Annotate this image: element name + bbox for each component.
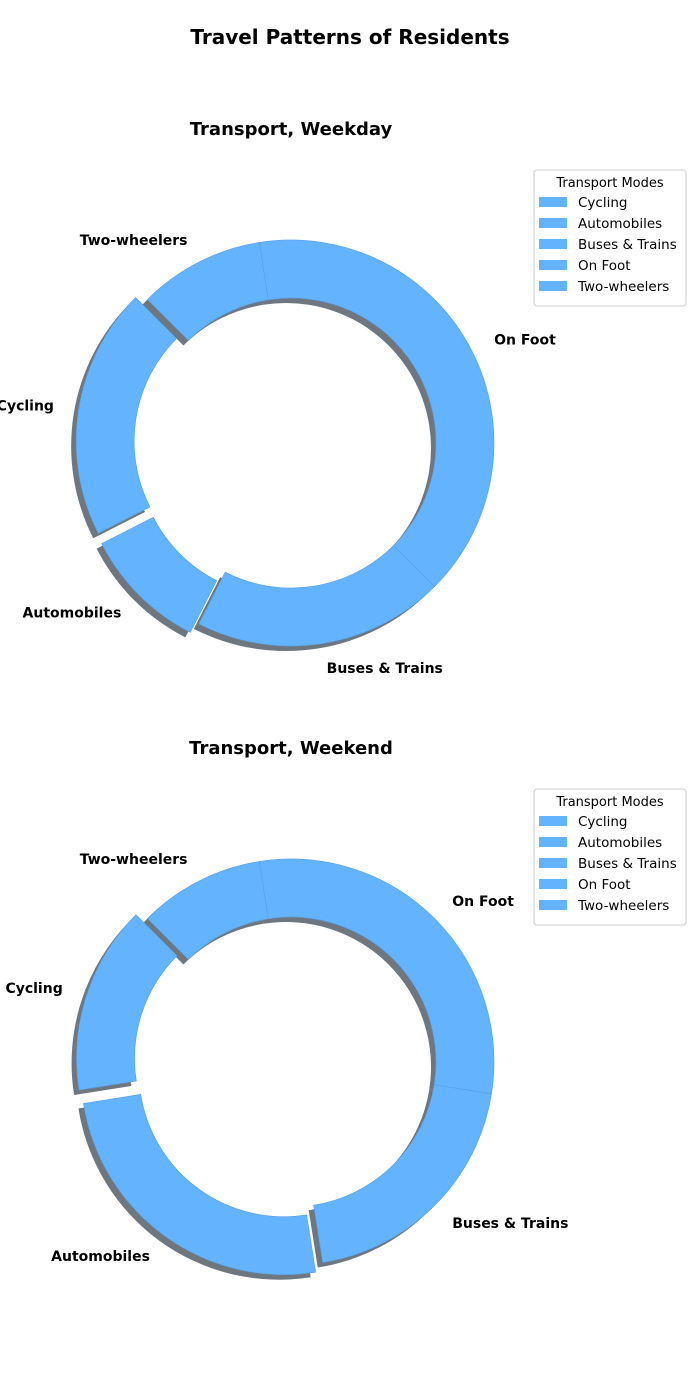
legend-swatch-automobiles (539, 837, 567, 847)
legend-item-buses-trains: Buses & Trains (578, 237, 677, 253)
slice-two-wheelers (147, 242, 269, 341)
slice-label-two-wheelers: Two-wheelers (80, 852, 188, 868)
slice-buses-trains (198, 545, 435, 647)
slice-on-foot (258, 858, 495, 1095)
slice-on-foot (258, 239, 495, 587)
labels-group: Cycling Automobiles Buses & Trains On Foot T… (0, 233, 556, 677)
legend-item-automobiles: Automobiles (578, 216, 662, 232)
slice-label-cycling: Cycling (5, 981, 62, 997)
weekend-chart: Transport, Weekend Cycling Automobiles Bus… (5, 738, 687, 1280)
legend-swatch-cycling (539, 197, 567, 207)
slice-automobiles (83, 1094, 317, 1275)
legend-item-on-foot: On Foot (578, 877, 631, 893)
slice-label-automobiles: Automobiles (51, 1249, 150, 1265)
slice-label-on-foot: On Foot (494, 332, 556, 348)
legend-item-cycling: Cycling (578, 195, 627, 211)
legend-item-on-foot: On Foot (578, 258, 631, 274)
figure-title: Travel Patterns of Residents (190, 25, 509, 49)
legend-item-cycling: Cycling (578, 814, 627, 830)
slice-buses-trains (313, 1084, 492, 1263)
slice-cycling (76, 914, 178, 1091)
legend-item-two-wheelers: Two-wheelers (577, 279, 669, 295)
legend-swatch-automobiles (539, 218, 567, 228)
chart-title: Transport, Weekday (190, 119, 393, 140)
slices-group (71, 858, 495, 1280)
legend-title: Transport Modes (555, 176, 664, 191)
slice-label-buses-trains: Buses & Trains (452, 1216, 568, 1232)
legend: Transport Modes Cycling Automobiles Buses &… (533, 788, 687, 926)
slice-shadow-on-foot (254, 863, 489, 1099)
slice-cycling (75, 297, 178, 534)
slice-label-cycling: Cycling (0, 398, 54, 414)
chart-title: Transport, Weekend (189, 738, 393, 759)
legend-swatch-buses-trains (539, 858, 567, 868)
legend-swatch-on-foot (539, 879, 567, 889)
legend-item-two-wheelers: Two-wheelers (577, 898, 669, 914)
legend-swatch-two-wheelers (539, 281, 567, 291)
slice-label-on-foot: On Foot (452, 894, 514, 910)
legend-swatch-on-foot (539, 260, 567, 270)
slice-two-wheelers (147, 861, 269, 960)
labels-group: Cycling Automobiles Buses & Trains On Foot T… (5, 852, 568, 1265)
slice-automobiles (101, 516, 218, 633)
weekday-chart: Transport, Weekday Cycling Automobiles Bus… (0, 119, 687, 677)
slice-label-automobiles: Automobiles (23, 606, 122, 622)
legend-box (533, 169, 687, 307)
slice-label-two-wheelers: Two-wheelers (80, 233, 188, 249)
legend-swatch-two-wheelers (539, 900, 567, 910)
legend-swatch-cycling (539, 816, 567, 826)
legend-swatch-buses-trains (539, 239, 567, 249)
legend-box (533, 788, 687, 926)
legend-item-automobiles: Automobiles (578, 835, 662, 851)
slice-label-buses-trains: Buses & Trains (327, 661, 443, 677)
slices-group (71, 239, 495, 651)
legend-item-buses-trains: Buses & Trains (578, 856, 677, 872)
legend-title: Transport Modes (555, 795, 664, 810)
legend: Transport Modes Cycling Automobiles Buses &… (533, 169, 687, 307)
